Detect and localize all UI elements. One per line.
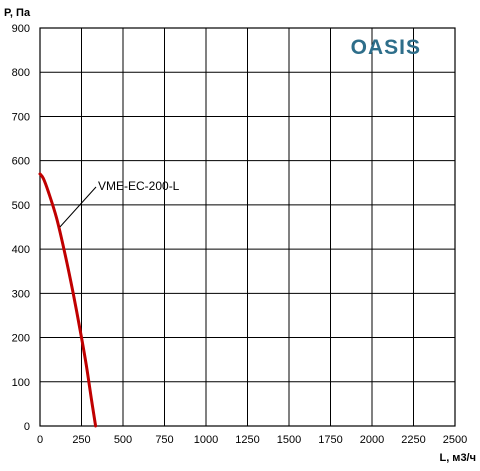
x-tick-label: 0 bbox=[37, 434, 43, 446]
y-axis-title: P, Па bbox=[4, 7, 31, 19]
brand-logo: OASIS bbox=[351, 36, 421, 59]
series-label: VME-EC-200-L bbox=[98, 179, 180, 193]
plot-frame bbox=[39, 27, 456, 427]
x-tick-label: 1500 bbox=[277, 434, 301, 446]
y-tick-label: 400 bbox=[12, 244, 30, 256]
y-tick-label: 900 bbox=[12, 23, 30, 35]
series-group bbox=[38, 172, 98, 428]
x-tick-label: 1000 bbox=[194, 434, 218, 446]
x-axis-title: L, м3/ч bbox=[439, 452, 476, 464]
y-tick-label: 0 bbox=[24, 421, 30, 433]
y-tick-label: 500 bbox=[12, 200, 30, 212]
x-tick-label: 250 bbox=[72, 434, 90, 446]
x-tick-label: 750 bbox=[155, 434, 173, 446]
y-tick-label: 800 bbox=[12, 67, 30, 79]
x-tick-label: 2250 bbox=[401, 434, 425, 446]
x-tick-label: 2000 bbox=[360, 434, 384, 446]
x-tick-label: 1750 bbox=[318, 434, 342, 446]
y-tick-label: 300 bbox=[12, 288, 30, 300]
series-line-vme-ec-200-l bbox=[38, 172, 98, 428]
y-tick-label: 600 bbox=[12, 156, 30, 168]
x-tick-label: 2500 bbox=[443, 434, 467, 446]
y-tick-label: 200 bbox=[12, 333, 30, 345]
y-tick-label: 100 bbox=[12, 377, 30, 389]
y-tick-label: 700 bbox=[12, 111, 30, 123]
x-tick-label: 1250 bbox=[235, 434, 259, 446]
annotation-leader bbox=[59, 186, 97, 228]
x-tick-label: 500 bbox=[114, 434, 132, 446]
x-ticks: 0 250 500 750 1000 1250 1500 1750 2000 2250 2500 bbox=[37, 434, 467, 446]
y-ticks: 0 100 200 300 400 500 600 700 800 900 bbox=[12, 23, 30, 433]
